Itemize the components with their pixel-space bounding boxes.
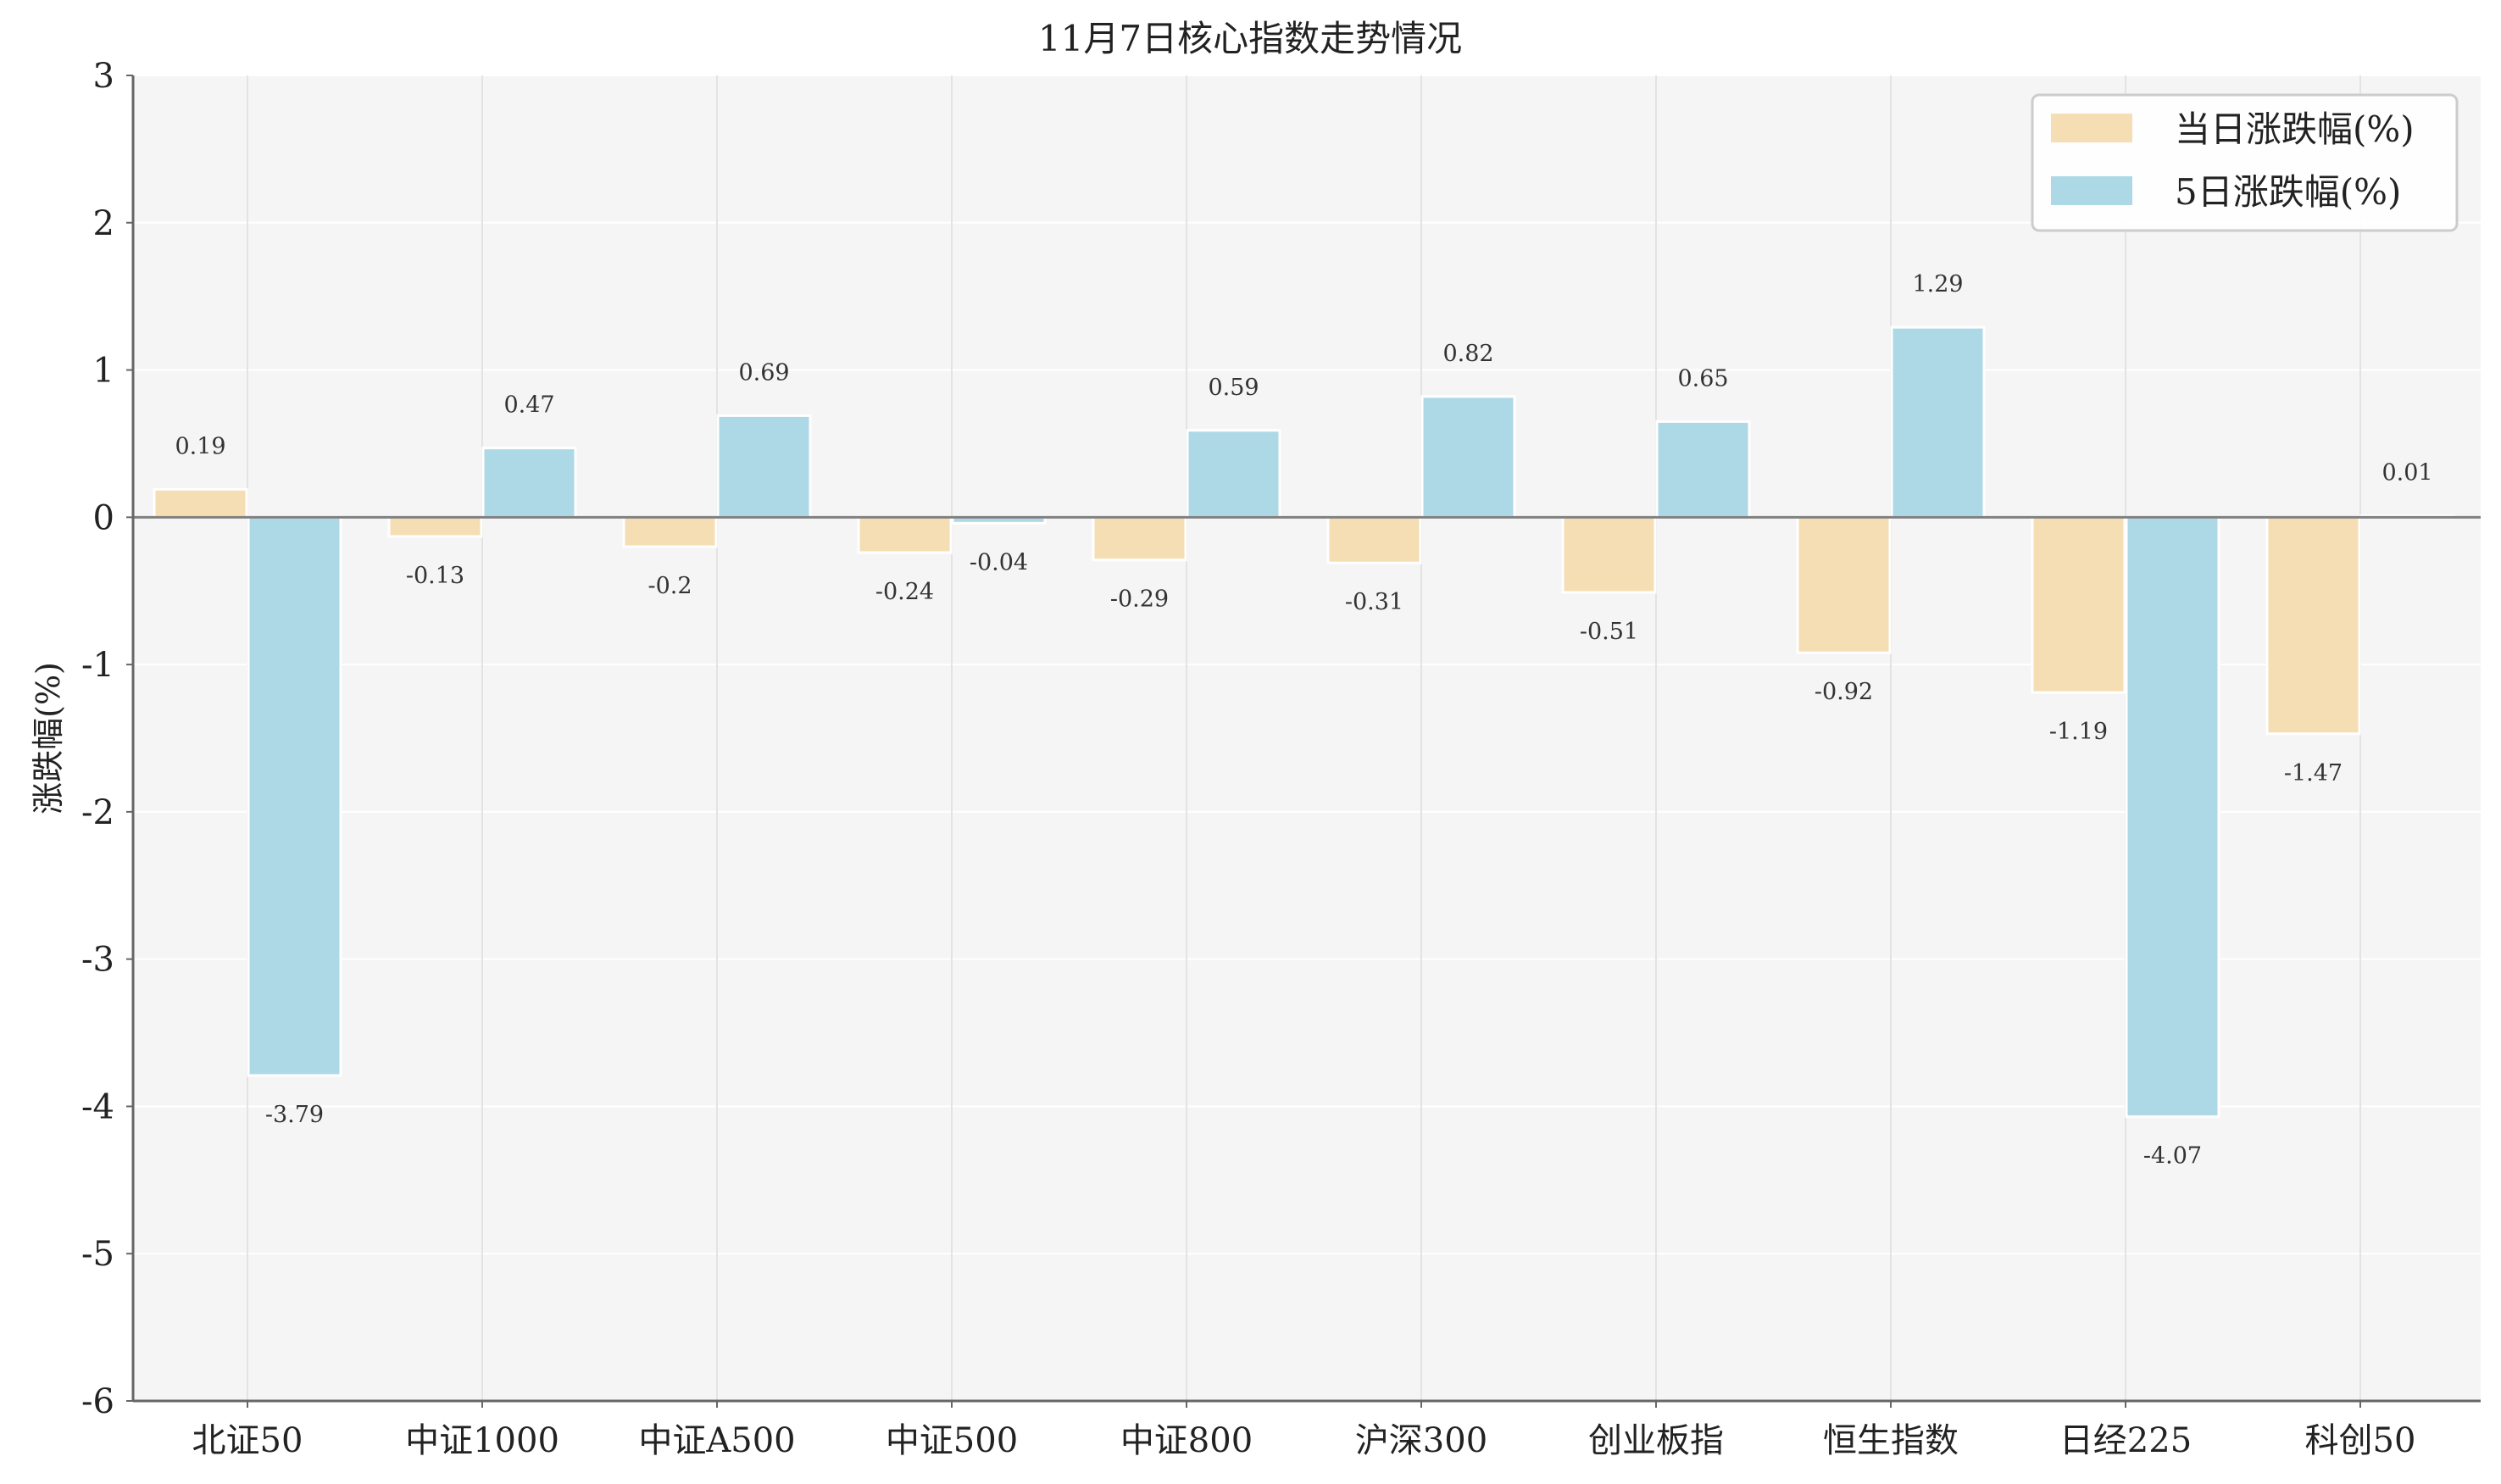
bar-5day: [716, 414, 812, 519]
data-label-daily: -1.19: [2049, 719, 2108, 745]
x-tick-label: 中证500: [886, 1421, 1018, 1460]
bar-daily: [857, 515, 953, 554]
y-tick-label: -6: [81, 1382, 114, 1421]
data-label-daily: -0.51: [1580, 619, 1638, 645]
y-tick-label: 3: [93, 57, 114, 96]
y-axis-label: 涨跌幅(%): [30, 662, 67, 814]
y-tick-label: 0: [93, 498, 114, 537]
bar-5day: [1655, 420, 1751, 519]
legend-label-5day: 5日涨跌幅(%): [2175, 171, 2401, 213]
x-tick-label: 中证1000: [405, 1421, 559, 1460]
x-tick-label: 恒生指数: [1823, 1421, 1959, 1460]
data-label-5day: 0.69: [738, 359, 789, 386]
bar-daily: [1092, 515, 1187, 562]
data-label-5day: 1.29: [1912, 271, 1963, 297]
bar-5day: [1890, 325, 1986, 519]
data-label-daily: -1.47: [2284, 760, 2343, 786]
data-label-5day: 0.01: [2382, 460, 2432, 486]
data-label-5day: 0.65: [1677, 365, 1728, 392]
data-label-5day: -3.79: [265, 1102, 324, 1128]
bar-5day: [481, 447, 577, 519]
bar-5day: [2125, 515, 2220, 1119]
bar-daily: [622, 515, 718, 548]
data-label-5day: 0.47: [503, 392, 554, 419]
bar-5day: [1420, 395, 1516, 519]
y-tick-label: -1: [81, 646, 114, 685]
y-tick-labels: 3 2 1 0 -1 -2 -3 -4 -5 -6: [81, 57, 133, 1421]
data-label-daily: 0.19: [175, 433, 225, 459]
bar-daily: [153, 487, 248, 519]
data-label-5day: -0.04: [970, 549, 1028, 575]
legend-box: [2031, 93, 2459, 232]
x-tick-label: 日经225: [2059, 1421, 2192, 1460]
data-label-daily: -0.24: [875, 579, 934, 605]
x-tick-label: 科创50: [2305, 1421, 2416, 1460]
axes: [131, 75, 2481, 1403]
y-tick-label: -4: [81, 1087, 114, 1126]
y-tick-label: -2: [81, 793, 114, 832]
data-labels-group: 0.19 -0.13 -0.2 -0.24 -0.29 -0.31 -0.51 -0.92 -1…: [175, 271, 2432, 1169]
bar-5day: [1186, 429, 1281, 519]
data-label-5day: 0.82: [1442, 341, 1493, 367]
y-tick-label: -5: [81, 1235, 114, 1274]
plot-area: [133, 75, 2481, 1401]
bar-daily: [1796, 515, 1892, 654]
data-label-daily: -0.13: [406, 563, 464, 589]
legend: 当日涨跌幅(%) 5日涨跌幅(%): [2031, 93, 2459, 232]
x-tick-labels: 北证50 中证1000 中证A500 中证500 中证800 沪深300 创业板指 恒生指数 日…: [192, 1401, 2416, 1460]
x-tick-label: 沪深300: [1355, 1421, 1487, 1460]
chart-title: 11月7日核心指数走势情况: [1038, 18, 1462, 59]
data-label-5day: 0.59: [1208, 375, 1259, 401]
x-tick-label: 创业板指: [1588, 1421, 1724, 1460]
data-label-daily: -0.2: [647, 573, 692, 599]
x-tick-label: 中证800: [1120, 1421, 1253, 1460]
data-label-daily: -0.92: [1815, 679, 1873, 705]
bar-daily: [1326, 515, 1422, 564]
data-label-daily: -0.29: [1110, 586, 1169, 613]
bar-daily: [2031, 515, 2126, 694]
data-label-5day: -4.07: [2143, 1143, 2202, 1170]
x-tick-label: 北证50: [192, 1421, 303, 1460]
bar-daily: [387, 515, 483, 538]
y-tick-label: 2: [93, 204, 114, 243]
x-tick-label: 中证A500: [638, 1421, 795, 1460]
bar-daily: [1561, 515, 1657, 594]
bars-group: [153, 325, 2455, 1119]
y-tick-label: -3: [81, 941, 114, 980]
legend-swatch-5day: [2051, 176, 2132, 205]
bar-daily: [2265, 515, 2361, 736]
bar-5day: [247, 515, 342, 1077]
legend-label-daily: 当日涨跌幅(%): [2175, 108, 2415, 150]
y-tick-label: 1: [93, 352, 114, 391]
data-label-daily: -0.31: [1345, 589, 1403, 615]
legend-swatch-daily: [2051, 114, 2132, 142]
